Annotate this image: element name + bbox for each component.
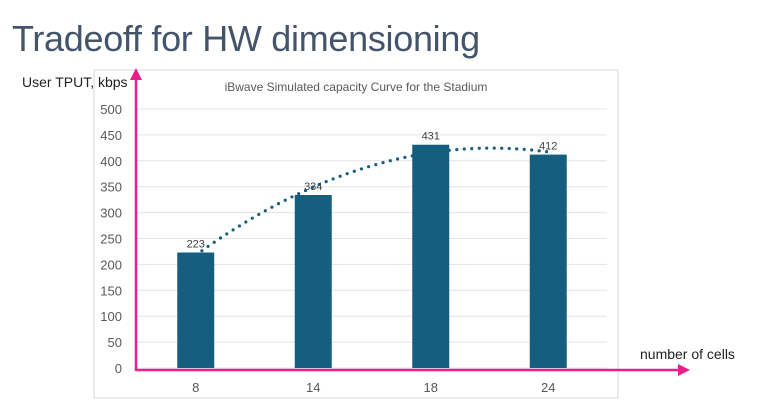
x-tick-label: 8: [192, 380, 199, 395]
y-tick-label: 0: [115, 361, 122, 376]
y-axis-annotation: User TPUT, kbps: [22, 74, 128, 90]
bar: [412, 144, 450, 368]
y-tick-label: 500: [100, 102, 122, 117]
bar: [294, 194, 332, 368]
y-tick-label: 150: [100, 283, 122, 298]
data-label: 223: [187, 238, 205, 250]
y-tick-label: 100: [100, 309, 122, 324]
x-arrowhead-icon: [678, 364, 690, 376]
data-label: 412: [539, 141, 557, 153]
y-arrowhead-icon: [130, 68, 142, 80]
x-tick-label: 14: [306, 380, 320, 395]
bar: [529, 154, 567, 368]
y-tick-label: 50: [108, 335, 122, 350]
bar: [177, 252, 215, 368]
x-tick-label: 24: [541, 380, 555, 395]
y-tick-label: 300: [100, 206, 122, 221]
y-tick-label: 350: [100, 180, 122, 195]
y-tick-label: 450: [100, 128, 122, 143]
slide-title: Tradeoff for HW dimensioning: [12, 18, 480, 59]
y-tick-label: 250: [100, 232, 122, 247]
data-label: 431: [422, 131, 440, 143]
x-tick-label: 18: [424, 380, 438, 395]
y-tick-label: 200: [100, 257, 122, 272]
chart-title: iBwave Simulated capacity Curve for the …: [225, 80, 488, 94]
y-tick-label: 400: [100, 154, 122, 169]
x-axis-annotation: number of cells: [640, 346, 735, 362]
